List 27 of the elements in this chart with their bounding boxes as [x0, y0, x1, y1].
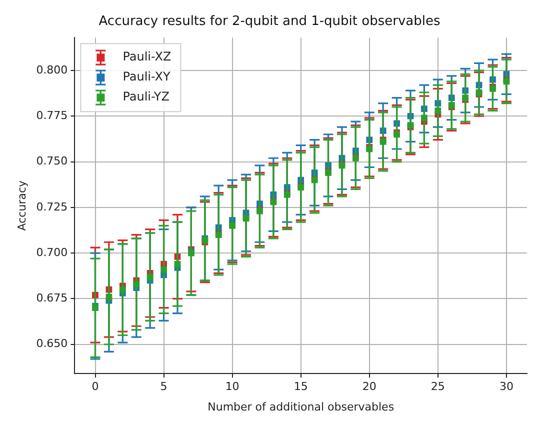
x-tick-label: 5 — [160, 380, 168, 394]
y-tick-label: 0.675 — [36, 292, 68, 305]
point — [146, 274, 154, 280]
legend-label: Pauli-YZ — [122, 90, 170, 104]
point — [421, 114, 428, 122]
legend-label: Pauli-XY — [122, 70, 171, 84]
y-tick-label: 0.750 — [36, 154, 68, 168]
y-tick-label: 0.650 — [36, 337, 68, 350]
point — [133, 280, 140, 288]
legend-label: Pauli-XZ — [122, 50, 172, 64]
y-axis-title: Accuracy — [15, 180, 28, 231]
x-axis-title: Number of additional observables — [208, 400, 394, 414]
x-tick-label: 10 — [225, 380, 240, 394]
point — [434, 107, 442, 114]
y-tick-label: 0.725 — [36, 200, 68, 214]
x-tick-label: 15 — [294, 380, 308, 394]
x-tick-label: 25 — [430, 380, 445, 394]
chart-title: Accuracy results for 2-qubit and 1-qubit observables — [98, 14, 440, 30]
x-tick-label: 20 — [362, 380, 376, 394]
point — [106, 294, 112, 300]
x-tick-label: 30 — [499, 380, 514, 394]
y-tick-label: 0.775 — [36, 108, 68, 122]
y-tick-label: 0.700 — [36, 246, 68, 259]
point — [119, 286, 126, 293]
point — [160, 266, 167, 273]
y-tick-label: 0.800 — [36, 63, 68, 76]
x-tick-label: 0 — [92, 380, 99, 394]
